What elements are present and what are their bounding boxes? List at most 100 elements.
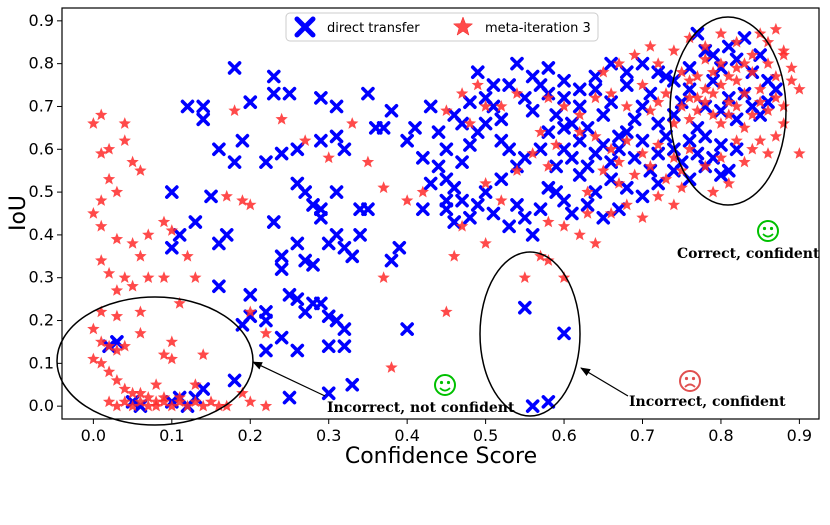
data-point-meta-iteration-3 <box>730 74 743 86</box>
data-point-meta-iteration-3 <box>440 305 453 318</box>
data-point-direct-transfer <box>463 210 477 225</box>
data-point-meta-iteration-3 <box>95 356 108 369</box>
meta-iteration-3-series <box>87 22 806 412</box>
data-point-meta-iteration-3 <box>142 399 155 412</box>
data-point-direct-transfer <box>729 112 744 127</box>
data-point-direct-transfer <box>486 78 501 92</box>
data-point-meta-iteration-3 <box>706 65 720 78</box>
data-point-meta-iteration-3 <box>181 399 194 412</box>
data-point-direct-transfer <box>761 95 775 109</box>
data-point-meta-iteration-3 <box>675 164 688 176</box>
data-point-meta-iteration-3 <box>589 91 602 104</box>
data-point-meta-iteration-3 <box>683 142 696 155</box>
x-tick-label: 0.9 <box>787 426 812 445</box>
data-point-meta-iteration-3 <box>134 249 147 262</box>
data-point-direct-transfer <box>384 103 399 118</box>
data-point-meta-iteration-3 <box>699 52 712 65</box>
data-point-direct-transfer <box>329 129 344 144</box>
data-point-meta-iteration-3 <box>95 194 108 206</box>
data-point-meta-iteration-3 <box>212 399 226 412</box>
data-point-direct-transfer <box>565 206 579 221</box>
data-point-direct-transfer <box>392 240 407 255</box>
data-point-meta-iteration-3 <box>667 198 681 211</box>
y-tick-label: 0.0 <box>29 396 54 415</box>
data-point-direct-transfer <box>518 91 532 105</box>
data-point-direct-transfer <box>274 262 289 276</box>
data-point-direct-transfer <box>314 133 328 148</box>
data-point-meta-iteration-3 <box>455 219 469 232</box>
data-point-direct-transfer <box>620 65 634 80</box>
y-tick-label: 0.2 <box>29 311 54 330</box>
data-point-direct-transfer <box>235 133 250 148</box>
data-point-meta-iteration-3 <box>636 78 649 91</box>
data-point-meta-iteration-3 <box>754 95 767 108</box>
data-point-direct-transfer <box>431 125 446 139</box>
data-point-meta-iteration-3 <box>401 194 414 206</box>
data-point-meta-iteration-3 <box>95 219 108 232</box>
data-point-meta-iteration-3 <box>659 87 673 99</box>
data-point-meta-iteration-3 <box>510 164 524 176</box>
data-point-direct-transfer <box>439 142 454 157</box>
ellipse-incorrect-not-confident <box>56 296 254 426</box>
data-point-meta-iteration-3 <box>612 177 626 189</box>
data-point-direct-transfer <box>596 108 611 122</box>
x-axis-label: Confidence Score <box>345 444 537 469</box>
ellipse-correct-confident <box>669 16 787 206</box>
data-point-meta-iteration-3 <box>534 249 547 262</box>
data-point-direct-transfer <box>478 91 493 105</box>
data-point-meta-iteration-3 <box>620 134 633 146</box>
data-point-meta-iteration-3 <box>620 198 633 211</box>
data-point-meta-iteration-3 <box>746 48 759 61</box>
data-point-meta-iteration-3 <box>706 185 720 198</box>
data-point-direct-transfer <box>204 189 218 204</box>
data-point-meta-iteration-3 <box>683 74 696 86</box>
data-point-meta-iteration-3 <box>683 112 696 125</box>
data-point-meta-iteration-3 <box>259 326 273 339</box>
data-point-direct-transfer <box>306 258 320 272</box>
data-point-meta-iteration-3 <box>150 378 163 390</box>
data-point-direct-transfer <box>588 69 603 84</box>
data-point-meta-iteration-3 <box>714 27 728 39</box>
data-point-direct-transfer <box>423 99 438 114</box>
data-point-meta-iteration-3 <box>157 271 171 283</box>
data-point-meta-iteration-3 <box>377 181 390 194</box>
data-point-direct-transfer <box>494 172 509 187</box>
smiley-face-icon <box>757 220 779 242</box>
data-point-direct-transfer <box>541 125 556 139</box>
data-point-meta-iteration-3 <box>746 108 759 121</box>
data-point-meta-iteration-3 <box>573 108 586 121</box>
data-point-direct-transfer <box>290 236 305 251</box>
y-tick-label: 0.6 <box>29 139 54 158</box>
y-tick-label: 0.7 <box>29 96 54 115</box>
data-point-direct-transfer <box>431 159 446 174</box>
data-point-direct-transfer <box>470 198 485 212</box>
data-point-direct-transfer <box>682 133 697 148</box>
data-point-meta-iteration-3 <box>142 228 155 241</box>
data-point-meta-iteration-3 <box>189 271 202 283</box>
data-point-direct-transfer <box>698 129 713 144</box>
data-point-direct-transfer <box>361 202 375 217</box>
data-point-direct-transfer <box>627 112 642 127</box>
data-point-meta-iteration-3 <box>769 70 782 82</box>
data-point-direct-transfer <box>721 163 736 178</box>
data-point-meta-iteration-3 <box>589 129 602 142</box>
data-point-meta-iteration-3 <box>102 395 116 408</box>
data-point-meta-iteration-3 <box>118 382 131 395</box>
data-point-direct-transfer <box>620 181 634 195</box>
data-point-meta-iteration-3 <box>244 395 257 408</box>
data-point-meta-iteration-3 <box>761 57 775 69</box>
x-tick-label: 0.5 <box>473 426 498 445</box>
y-tick-label: 0.1 <box>29 353 54 372</box>
data-point-direct-transfer <box>212 279 226 294</box>
data-point-meta-iteration-3 <box>110 344 124 356</box>
data-point-direct-transfer <box>314 202 328 217</box>
data-point-meta-iteration-3 <box>142 271 155 283</box>
data-point-meta-iteration-3 <box>691 91 704 104</box>
data-point-meta-iteration-3 <box>157 395 171 408</box>
data-point-meta-iteration-3 <box>675 100 688 112</box>
axis-ticks: 0.0 0.1 0.2 0.3 0.4 0.5 0.6 0.7 0.8 0.9 0.0 0.1 0.2 0… <box>29 11 813 445</box>
y-tick-label: 0.4 <box>29 225 54 244</box>
data-point-direct-transfer <box>337 339 352 354</box>
data-point-meta-iteration-3 <box>777 100 790 112</box>
data-point-direct-transfer <box>682 82 697 97</box>
